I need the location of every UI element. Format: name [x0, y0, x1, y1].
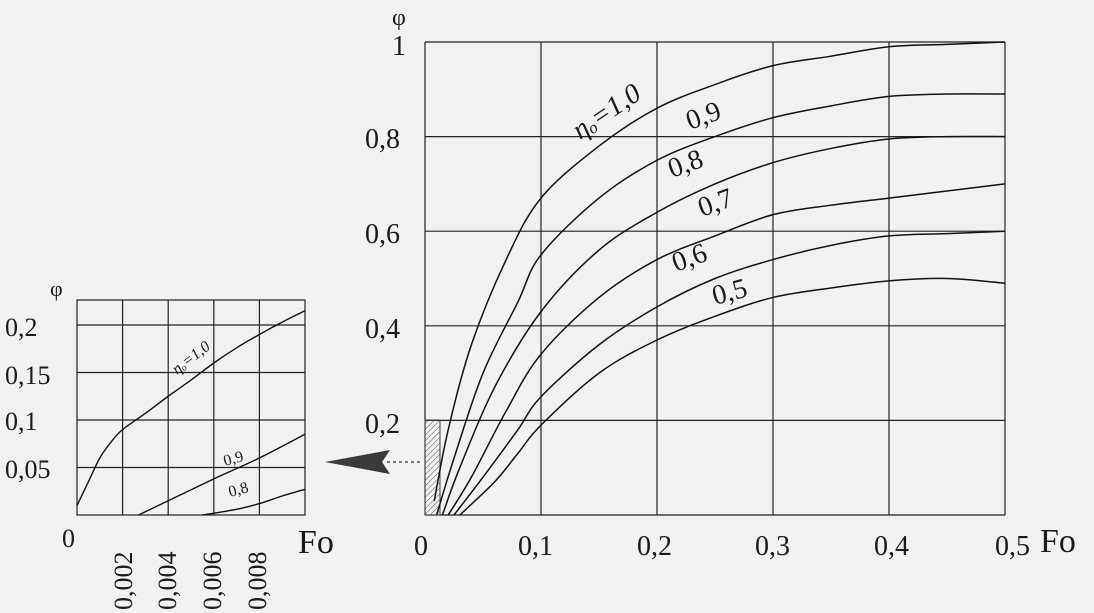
main-series-line-3 [447, 183, 1006, 516]
main-x-ticks: 0 0,1 0,2 0,3 0,4 0,5 [414, 531, 1030, 562]
main-y-tick: 0,4 [365, 314, 400, 345]
main-x-tick: 0 [414, 531, 428, 562]
inset-x-tick: 0,002 [109, 552, 138, 611]
main-x-axis-label: Fo [1040, 523, 1076, 560]
inset-grid [76, 299, 306, 516]
main-x-tick: 0,2 [637, 531, 672, 562]
inset-curve-label-0-9: 0,9 [222, 448, 246, 470]
main-x-tick: 0,1 [518, 531, 553, 562]
main-x-tick: 0,4 [874, 531, 909, 562]
main-curve-labels: ηₒ=1,0 0,9 0,8 0,7 0,6 0,5 [567, 78, 751, 312]
inset-chart: φ Fo 0 0,2 0,15 0,1 0,05 0,002 0,004 0,0… [5, 276, 334, 610]
main-grid [424, 41, 1006, 516]
inset-frame [76, 299, 306, 516]
inset-x-ticks: 0,002 0,004 0,006 0,008 [109, 552, 272, 611]
curve-label-0-6: 0,6 [668, 237, 711, 278]
main-x-tick: 0,5 [995, 531, 1030, 562]
inset-y-ticks: 0,2 0,15 0,1 0,05 [5, 313, 51, 484]
curve-label-0-8: 0,8 [664, 143, 707, 184]
main-series-line-0 [433, 41, 1006, 501]
main-series [433, 41, 1006, 516]
main-y-ticks: 1 0,8 0,6 0,4 0,2 [365, 31, 406, 440]
inset-y-tick: 0,15 [5, 361, 51, 390]
curve-label-1-0: ηₒ=1,0 [567, 78, 647, 146]
curve-label-0-9: 0,9 [682, 95, 725, 136]
inset-series-line-1 [138, 433, 306, 516]
main-y-tick: 0,8 [365, 124, 400, 155]
main-chart: φ Fo 1 0,8 0,6 0,4 0,2 0 0,1 0,2 0,3 0,4… [365, 5, 1076, 562]
inset-x-axis-label: Fo [298, 524, 334, 561]
main-x-tick: 0,3 [755, 531, 790, 562]
main-series-line-4 [453, 230, 1006, 516]
zoom-arrow [325, 450, 420, 474]
main-y-axis-label: φ [392, 5, 406, 31]
main-series-line-1 [435, 93, 1006, 516]
inset-x-tick: 0,008 [243, 552, 272, 611]
inset-y-axis-label: φ [50, 276, 63, 301]
main-series-line-5 [459, 277, 1006, 516]
inset-series [76, 310, 306, 516]
inset-series-line-2 [202, 488, 306, 516]
hatched-region [424, 419, 441, 516]
main-y-tick: 1 [392, 31, 406, 62]
inset-y-tick: 0,1 [5, 407, 38, 436]
inset-x-tick: 0,004 [153, 552, 182, 611]
inset-curve-label-0-8: 0,8 [227, 479, 251, 501]
curve-label-0-7: 0,7 [694, 182, 737, 223]
main-y-tick: 0,2 [365, 409, 400, 440]
main-series-line-2 [441, 135, 1006, 516]
inset-y-tick: 0,05 [5, 455, 51, 484]
inset-y-tick: 0,2 [5, 313, 38, 342]
main-y-tick: 0,6 [365, 219, 400, 250]
inset-origin-tick: 0 [62, 524, 75, 553]
inset-series-line-0 [76, 310, 306, 506]
inset-x-tick: 0,006 [198, 552, 227, 611]
